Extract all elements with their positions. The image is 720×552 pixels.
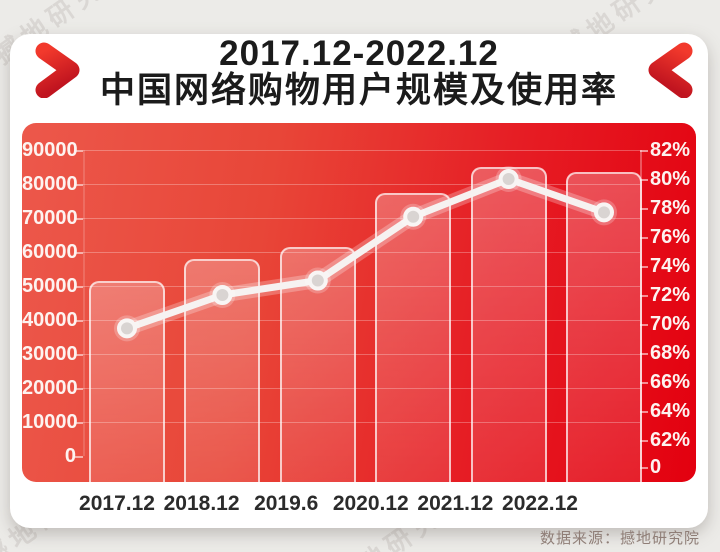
y-axis-tick-label: 0 xyxy=(650,456,662,478)
left-axis-tick xyxy=(75,388,83,390)
y-axis-tick-label: 70% xyxy=(650,313,691,335)
left-axis-tick xyxy=(75,252,83,254)
left-axis-line xyxy=(83,150,85,456)
data-point-2019.6 xyxy=(307,270,328,291)
data-point-2018.12 xyxy=(212,285,233,305)
x-axis-labels: 2017.12 2018.12 2019.6 2020.12 2021.12 2022.1… xyxy=(10,482,708,528)
bar-2022.12 xyxy=(566,172,642,482)
y-axis-tick-label: 0 xyxy=(64,445,76,467)
gridline xyxy=(83,218,640,219)
bar-2021.12 xyxy=(470,167,547,482)
y-axis-tick-label: 90000 xyxy=(22,139,78,161)
page-title: 2017.12-2022.12 中国网络购物用户规模及使用率 xyxy=(10,35,708,109)
right-axis-tick xyxy=(640,440,648,442)
bar-2017.12 xyxy=(89,280,165,482)
right-axis-tick xyxy=(640,411,648,413)
y-axis-tick-label: 76% xyxy=(650,226,691,248)
x-axis-label-2019.6: 2019.6 xyxy=(254,492,319,515)
right-axis-tick xyxy=(640,266,648,268)
chart-card: 2017.12-2022.12 中国网络购物用户规模及使用率 90000 8000… xyxy=(10,34,708,528)
left-axis-tick xyxy=(75,422,83,424)
y-axis-tick-label: 60000 xyxy=(22,241,78,263)
right-axis-tick xyxy=(640,237,648,239)
gridline xyxy=(83,422,640,423)
title-line1: 2017.12-2022.12 xyxy=(219,34,499,73)
data-point-2022.12 xyxy=(594,202,614,223)
right-axis-tick xyxy=(640,382,648,384)
left-axis-tick xyxy=(75,354,83,356)
y-axis-tick-label: 66% xyxy=(650,371,691,393)
right-axis-tick xyxy=(640,150,648,152)
y-axis-tick-label: 40000 xyxy=(22,309,78,331)
right-axis-tick xyxy=(640,467,648,469)
y-axis-tick-label: 30000 xyxy=(22,343,78,365)
usage-rate-line xyxy=(123,175,608,332)
y-axis-tick-label: 62% xyxy=(650,429,691,451)
y-axis-tick-label: 78% xyxy=(650,197,691,219)
x-axis-label-2021.12: 2021.12 xyxy=(417,492,494,515)
y-axis-tick-label: 10000 xyxy=(22,411,78,433)
x-axis-label-2020.12: 2020.12 xyxy=(332,492,409,515)
chevron-right-icon xyxy=(30,42,86,99)
gridline xyxy=(83,320,640,321)
y-axis-tick-label: 74% xyxy=(650,255,691,277)
gridline xyxy=(83,184,640,185)
y-axis-tick-label: 68% xyxy=(650,342,691,364)
x-axis-label-2018.12: 2018.12 xyxy=(163,492,240,515)
chart-plot-area: 90000 80000 70000 60000 50000 40000 30000 20000… xyxy=(22,123,696,482)
y-axis-tick-label: 20000 xyxy=(22,377,78,399)
chevron-left-icon xyxy=(642,42,698,99)
data-source-caption: 数据来源：撼地研究院 xyxy=(539,530,700,547)
data-point-2017.12 xyxy=(117,318,137,339)
x-axis-label-2017.12: 2017.12 xyxy=(79,492,155,515)
y-axis-tick-label: 80000 xyxy=(22,173,78,195)
gridline xyxy=(83,388,640,389)
left-axis-tick xyxy=(75,320,83,322)
right-axis-tick xyxy=(640,295,648,297)
gridline xyxy=(83,286,640,287)
right-axis-tick xyxy=(640,324,648,326)
header: 2017.12-2022.12 中国网络购物用户规模及使用率 xyxy=(10,34,708,123)
left-axis-tick xyxy=(75,286,83,288)
gridline xyxy=(83,354,640,355)
y-axis-tick-label: 82% xyxy=(650,139,691,161)
y-axis-tick-label: 64% xyxy=(650,400,691,422)
left-axis-tick xyxy=(75,456,83,458)
y-axis-tick-label: 72% xyxy=(650,284,691,306)
y-axis-tick-label: 70000 xyxy=(22,207,78,229)
bar-2020.12 xyxy=(375,192,452,482)
title-line2: 中国网络购物用户规模及使用率 xyxy=(99,71,618,110)
y-axis-tick-label: 50000 xyxy=(22,275,78,297)
y-axis-tick-label: 80% xyxy=(650,168,691,190)
line-series-layer xyxy=(114,166,617,342)
data-point-2021.12 xyxy=(498,169,519,189)
x-axis-label-2022.12: 2022.12 xyxy=(502,492,578,515)
left-axis-tick xyxy=(75,150,83,152)
right-axis-tick xyxy=(640,208,648,210)
left-axis-tick xyxy=(75,218,83,220)
gridline xyxy=(83,150,640,151)
right-axis-tick xyxy=(640,179,648,181)
right-axis-tick xyxy=(640,353,648,355)
data-point-2020.12 xyxy=(403,206,424,227)
left-axis-tick xyxy=(75,184,83,186)
